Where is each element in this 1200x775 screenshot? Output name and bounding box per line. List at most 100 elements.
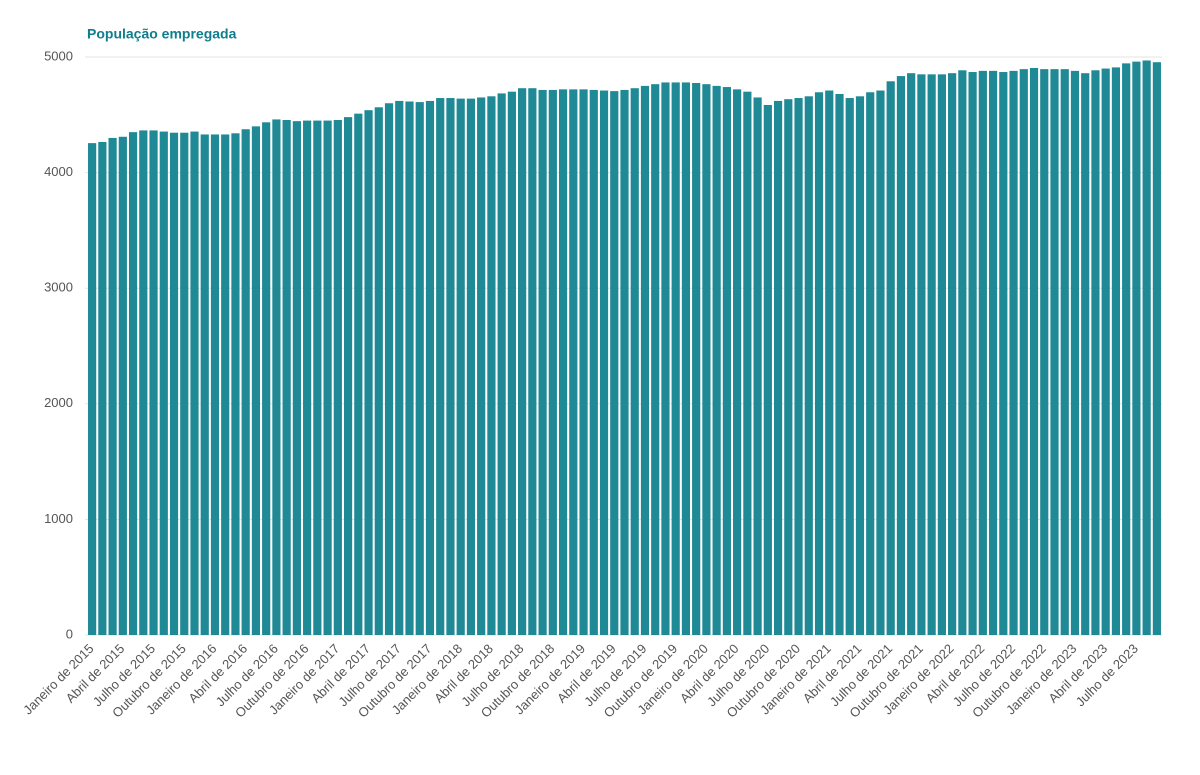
- bar: [661, 82, 670, 635]
- bar: [1091, 70, 1100, 635]
- bar: [159, 131, 168, 635]
- bar: [763, 104, 772, 635]
- y-tick-label: 5000: [44, 48, 73, 63]
- bar: [221, 134, 230, 635]
- bar: [866, 92, 875, 636]
- bar: [917, 74, 926, 636]
- bar: [436, 98, 445, 635]
- bar: [1009, 70, 1018, 635]
- bar: [292, 121, 301, 635]
- bar: [886, 81, 895, 635]
- bar: [640, 85, 650, 635]
- bar: [374, 107, 383, 635]
- bar: [282, 120, 291, 635]
- bar: [958, 70, 967, 635]
- bar: [446, 98, 455, 635]
- bar: [210, 134, 220, 635]
- bar: [825, 90, 834, 636]
- bar: [1050, 69, 1059, 635]
- bar: [1122, 63, 1131, 635]
- bar: [528, 88, 537, 636]
- bar: [354, 113, 363, 636]
- bar: [456, 98, 465, 636]
- bar: [477, 97, 486, 635]
- bar: [896, 76, 906, 636]
- bar: [968, 72, 977, 635]
- y-tick-label: 4000: [44, 164, 73, 179]
- bar: [1081, 73, 1090, 635]
- bar: [722, 87, 731, 635]
- bar: [497, 93, 506, 635]
- bar: [415, 102, 424, 636]
- bar: [1152, 62, 1161, 635]
- bar: [1019, 69, 1028, 635]
- bar: [262, 122, 271, 635]
- bar: [518, 88, 527, 636]
- bar: [333, 120, 342, 635]
- bar: [364, 110, 373, 635]
- bar: [681, 82, 691, 635]
- bar: [702, 84, 711, 635]
- bar: [814, 92, 824, 636]
- bar: [200, 134, 209, 635]
- bar: [1101, 68, 1110, 635]
- bar: [845, 98, 854, 635]
- bar: [128, 132, 138, 635]
- bar: [231, 133, 240, 635]
- bar: [599, 90, 609, 636]
- bar: [784, 99, 793, 636]
- bar: [907, 73, 916, 635]
- bar: [405, 101, 414, 636]
- bar: [579, 89, 588, 636]
- bar: [804, 96, 813, 635]
- bar: [466, 98, 476, 636]
- bar: [180, 132, 189, 635]
- bar: [323, 120, 332, 635]
- bar: [1070, 70, 1080, 635]
- bar: [753, 97, 762, 635]
- bar: [425, 100, 435, 636]
- bar: [118, 136, 127, 635]
- bar: [487, 96, 496, 635]
- bar: [999, 72, 1008, 635]
- bar: [1060, 69, 1069, 635]
- bar: [313, 120, 322, 635]
- chart-title: População empregada: [87, 26, 237, 42]
- bar: [855, 96, 865, 635]
- bar: [692, 83, 701, 635]
- bar: [671, 82, 680, 635]
- bar: [98, 141, 107, 635]
- bar: [712, 85, 721, 635]
- bar: [794, 98, 803, 635]
- bar: [876, 90, 885, 636]
- bar: [384, 103, 394, 636]
- bar: [149, 130, 158, 635]
- bar: [610, 91, 619, 636]
- bar: [139, 130, 148, 635]
- bar: [651, 84, 660, 635]
- bar: [773, 100, 783, 636]
- bar: [343, 117, 353, 635]
- bar: [1111, 67, 1121, 636]
- bar: [743, 91, 752, 636]
- bar: [190, 131, 199, 635]
- bar: [507, 91, 516, 636]
- y-tick-label: 0: [66, 626, 73, 641]
- bar: [558, 89, 568, 636]
- bar: [108, 137, 117, 636]
- bar: [251, 126, 261, 636]
- bar: [589, 89, 598, 636]
- bar: [548, 89, 557, 636]
- bar: [927, 74, 936, 636]
- bar: [835, 93, 844, 635]
- bar: [630, 88, 639, 636]
- bar: [395, 100, 404, 636]
- bar: [988, 70, 998, 635]
- bar: [1132, 61, 1141, 635]
- y-tick-label: 2000: [44, 395, 73, 410]
- bar: [620, 89, 629, 636]
- bar: [272, 119, 281, 635]
- bar: [169, 132, 179, 635]
- bar: [733, 89, 742, 636]
